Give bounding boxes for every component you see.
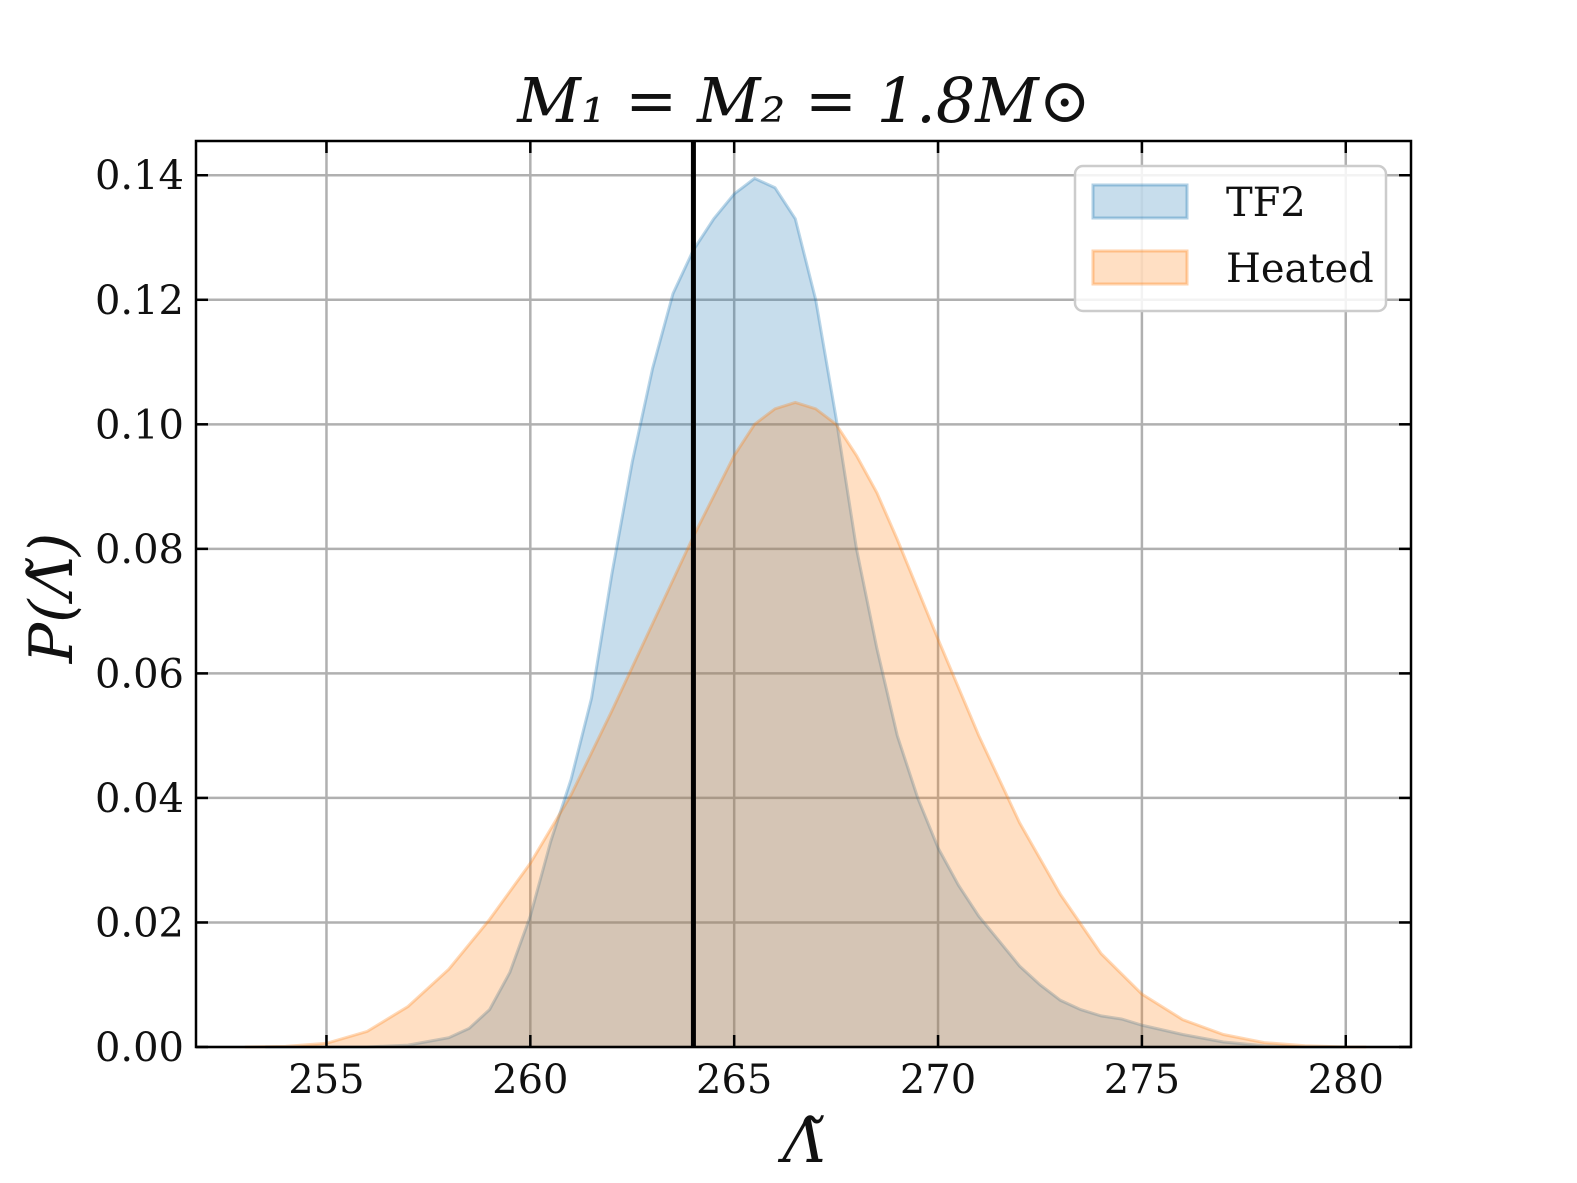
x-tick-label-3: 270	[900, 1057, 976, 1103]
outline-tf2	[265, 176, 1346, 1049]
y-tick-label-2: 0.04	[95, 776, 184, 822]
chart-title: M₁ = M₂ = 1.8M⊙	[516, 64, 1090, 137]
outline-heated	[244, 400, 1367, 1049]
y-tick-label-0: 0.00	[95, 1025, 184, 1071]
x-tick-label-5: 280	[1308, 1057, 1384, 1103]
y-tick-label-3: 0.06	[95, 651, 184, 697]
x-tick-label-1: 260	[492, 1057, 568, 1103]
y-tick-label-4: 0.08	[95, 527, 184, 573]
legend-label-heated: Heated	[1226, 246, 1374, 292]
legend-swatch-tf2	[1091, 183, 1189, 220]
plot-frame	[194, 139, 1413, 1049]
x-tick-label-0: 255	[288, 1057, 364, 1103]
x-tick-label-2: 265	[696, 1057, 772, 1103]
x-axis-label: Λ̃	[777, 1107, 825, 1177]
y-tick-label-6: 0.12	[95, 278, 184, 324]
legend-box	[1073, 164, 1388, 313]
legend-label-tf2: TF2	[1226, 180, 1306, 226]
y-tick-label-5: 0.10	[95, 402, 184, 448]
grid	[196, 141, 1411, 1049]
y-axis-label: P(Λ̃)	[17, 533, 87, 665]
legend: TF2 Heated	[1073, 164, 1388, 313]
x-tick-label-4: 275	[1104, 1057, 1180, 1103]
area-heated	[244, 402, 1367, 1047]
density-areas	[244, 176, 1367, 1049]
axis-ticks	[196, 141, 1411, 1049]
legend-swatch-heated	[1091, 249, 1189, 286]
y-tick-label-1: 0.02	[95, 900, 184, 946]
y-tick-label-7: 0.14	[95, 153, 184, 199]
area-tf2	[265, 178, 1346, 1047]
tick-labels: 255 260 265 270 275 280 0.00 0.02 0.04 0.06 0.08 0.…	[95, 153, 1384, 1103]
